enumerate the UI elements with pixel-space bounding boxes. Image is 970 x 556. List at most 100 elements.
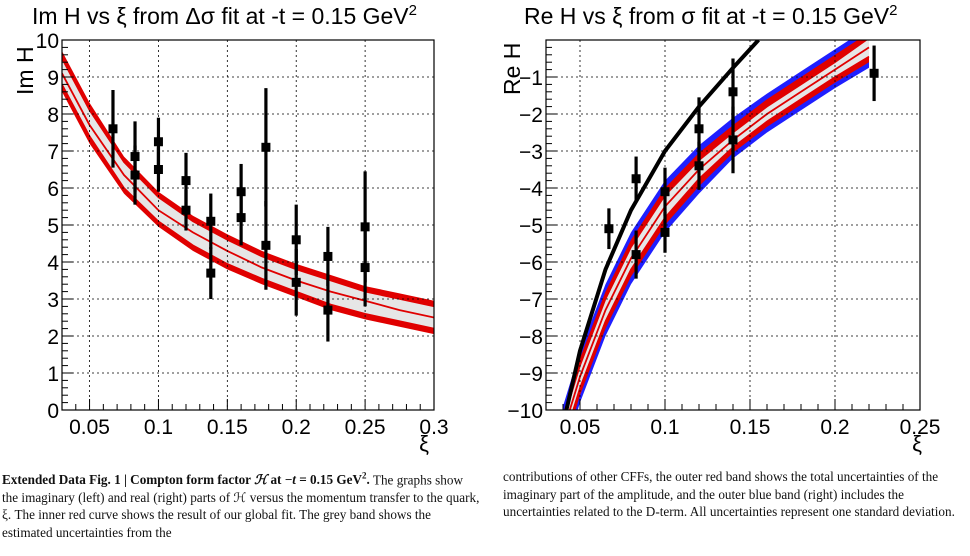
- data-point: [108, 89, 118, 168]
- x-tick-label: 0.05: [69, 416, 110, 439]
- y-tick-label: 6: [47, 178, 59, 201]
- title-superscript: 2: [889, 2, 897, 19]
- y-tick-label: 10: [36, 30, 59, 53]
- x-tick-label: 0.1: [650, 416, 679, 439]
- data-point: [261, 88, 271, 207]
- y-tick-label: −9: [519, 363, 543, 386]
- im-h-data-points: [108, 88, 370, 342]
- x-tick-label: 0.05: [560, 416, 601, 439]
- data-point: [323, 226, 333, 287]
- x-tick-label: 0.25: [345, 416, 386, 439]
- data-point: [660, 212, 670, 253]
- point-marker: [261, 240, 271, 250]
- y-tick-label: −1: [519, 67, 543, 90]
- im-h-grid: [62, 40, 434, 410]
- grey-band: [62, 58, 434, 329]
- grey-band-lower-edge: [572, 55, 870, 410]
- x-tick-label: 0.2: [820, 416, 849, 439]
- figure: Im H vs ξ from Δσ fit at -t = 0.15 GeV2 …: [12, 2, 941, 456]
- im-h-chart-title: Im H vs ξ from Δσ fit at -t = 0.15 GeV2: [32, 2, 417, 29]
- y-tick-label: 7: [47, 141, 59, 164]
- black-curve: [564, 40, 760, 410]
- y-tick-label: 5: [47, 215, 59, 238]
- data-point: [181, 189, 191, 231]
- data-point: [206, 247, 216, 299]
- data-point: [206, 193, 216, 250]
- point-marker: [153, 165, 163, 174]
- point-marker: [323, 251, 333, 261]
- x-tick-label: 0.2: [282, 416, 311, 439]
- data-point: [631, 156, 641, 201]
- figure-caption-right: contributions of other CFFs, the outer r…: [503, 468, 965, 521]
- y-tick-label: 0: [47, 400, 59, 423]
- point-marker: [323, 305, 333, 315]
- y-tick-label: −3: [519, 141, 543, 164]
- re-h-chart: Re H vs ξ from σ fit at -t = 0.15 GeV2 0…: [499, 2, 941, 456]
- y-tick-label: −8: [519, 326, 543, 349]
- re-h-y-axis: −1 −2 −3 −4 −5 −6 −7 −8 −9 −10: [507, 39, 557, 423]
- x-tick-label: 0.1: [144, 416, 173, 439]
- point-marker: [728, 135, 738, 145]
- title-superscript: 2: [409, 2, 417, 19]
- y-tick-label: −4: [519, 178, 543, 201]
- data-point: [291, 249, 301, 316]
- im-h-chart: Im H vs ξ from Δσ fit at -t = 0.15 GeV2 …: [12, 2, 449, 456]
- point-marker: [181, 205, 191, 215]
- y-tick-label: 2: [47, 326, 59, 349]
- point-marker: [291, 277, 301, 287]
- outer-red-band: [564, 40, 869, 410]
- re-h-data-points: [604, 45, 879, 279]
- data-point: [153, 147, 163, 192]
- data-point: [660, 167, 670, 216]
- im-h-x-axis: 0.05 0.1 0.15 0.2 0.25 0.3: [61, 399, 449, 439]
- data-point: [631, 230, 641, 279]
- re-h-x-axis-label: ξ: [912, 431, 922, 456]
- y-tick-label: 1: [47, 363, 59, 386]
- data-point: [694, 141, 704, 190]
- re-h-x-axis: 0.05 0.1 0.15 0.2 0.25: [545, 399, 941, 439]
- y-tick-label: 8: [47, 104, 59, 127]
- point-marker: [660, 227, 670, 237]
- grey-band-lower-edge: [62, 84, 434, 330]
- point-marker: [360, 222, 370, 232]
- x-tick-label: 0.3: [419, 416, 448, 439]
- data-point: [261, 200, 271, 290]
- im-h-x-axis-label: ξ: [419, 431, 429, 456]
- point-marker: [206, 268, 216, 278]
- y-tick-label: 3: [47, 289, 59, 312]
- point-marker: [130, 170, 140, 180]
- fit-curve-center: [62, 72, 434, 319]
- y-tick-label: 9: [47, 67, 59, 90]
- figure-caption-left: Extended Data Fig. 1 | Compton form fact…: [2, 468, 480, 541]
- point-marker: [181, 176, 191, 186]
- point-marker: [153, 137, 163, 147]
- x-tick-label: 0.25: [900, 416, 941, 439]
- point-marker: [291, 235, 301, 245]
- data-point: [236, 189, 246, 246]
- point-marker: [261, 142, 271, 152]
- im-h-fit-band: [62, 51, 434, 335]
- outer-red-band: [62, 51, 434, 335]
- x-tick-label: 0.15: [207, 416, 248, 439]
- im-h-y-axis: 0 1 2 3 4 5 6 7 8 9 10: [36, 30, 73, 423]
- point-marker: [206, 216, 216, 226]
- point-marker: [694, 124, 704, 134]
- im-h-y-axis-label: Im H: [12, 46, 38, 95]
- point-marker: [631, 250, 641, 260]
- caption-text-left: The graphs show the imaginary (left) and…: [2, 472, 480, 540]
- point-marker: [236, 213, 246, 223]
- data-point: [869, 45, 879, 102]
- data-point: [604, 208, 614, 250]
- point-marker: [694, 161, 704, 171]
- point-marker: [108, 124, 118, 134]
- caption-text-right: contributions of other CFFs, the outer r…: [503, 469, 955, 519]
- data-point: [360, 228, 370, 307]
- y-tick-label: −5: [519, 215, 543, 238]
- point-marker: [360, 263, 370, 273]
- data-point: [728, 106, 738, 174]
- point-marker: [604, 224, 614, 234]
- point-marker: [631, 174, 641, 184]
- point-marker: [728, 87, 738, 97]
- re-h-y-axis-label: Re H: [499, 43, 525, 95]
- grey-band-upper-edge: [62, 58, 434, 308]
